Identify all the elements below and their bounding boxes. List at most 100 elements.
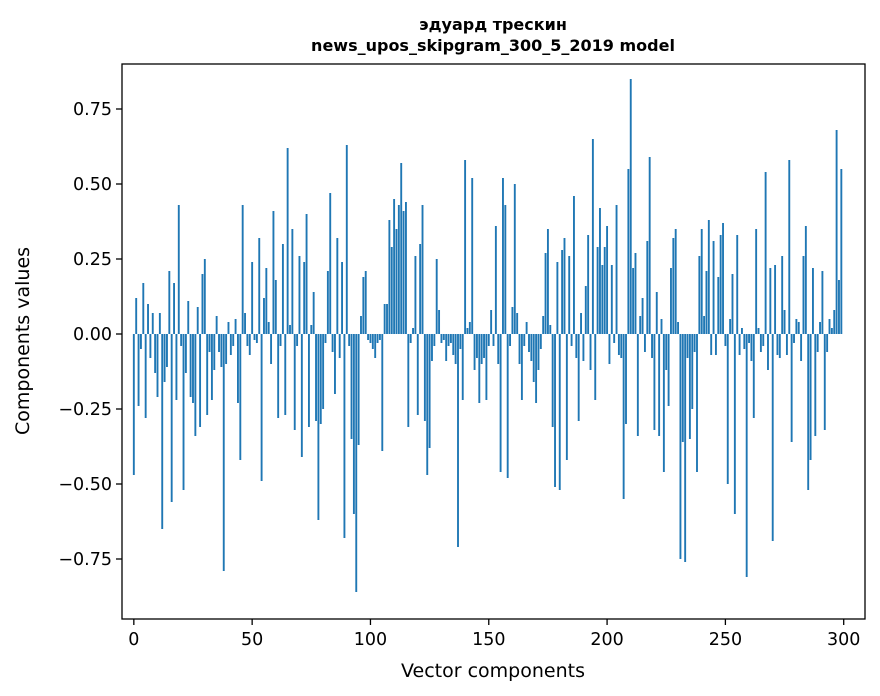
- bar-36: [218, 334, 220, 352]
- bar-5: [144, 334, 147, 418]
- bar-275: [783, 310, 786, 334]
- bar-118: [412, 328, 414, 334]
- bar-217: [646, 241, 649, 334]
- bar-298: [838, 280, 840, 334]
- bar-111: [395, 229, 398, 334]
- bar-11: [158, 313, 161, 334]
- x-axis-ticks: 0 50 100 150 200 250 300: [128, 619, 860, 650]
- bar-123: [423, 334, 426, 421]
- bar-247: [717, 277, 720, 334]
- bar-57: [267, 322, 270, 334]
- bar-38: [222, 334, 225, 571]
- bar-13: [163, 334, 166, 382]
- bar-297: [835, 130, 838, 334]
- bar-81: [324, 334, 327, 343]
- bar-194: [591, 139, 594, 334]
- bar-1: [135, 298, 138, 334]
- bar-135: [452, 334, 455, 355]
- bar-21: [182, 334, 185, 490]
- bar-73: [305, 214, 308, 334]
- bar-27: [196, 307, 199, 334]
- bar-87: [338, 334, 341, 358]
- bar-31: [206, 334, 209, 415]
- bar-109: [390, 247, 393, 334]
- bar-67: [291, 229, 294, 334]
- bar-205: [617, 334, 620, 355]
- bar-85: [334, 334, 336, 394]
- bar-83: [329, 193, 332, 334]
- y-tick-label: 0.25: [73, 250, 112, 270]
- bar-243: [707, 220, 710, 334]
- bar-60: [274, 280, 277, 334]
- bar-55: [263, 298, 265, 334]
- bar-188: [577, 334, 580, 421]
- bar-244: [710, 334, 713, 355]
- bar-221: [655, 292, 658, 334]
- bar-160: [511, 307, 514, 334]
- bar-113: [400, 163, 403, 334]
- bar-250: [724, 334, 727, 346]
- bar-228: [672, 238, 675, 334]
- bar-299: [840, 169, 843, 334]
- bar-295: [830, 328, 833, 334]
- bar-276: [785, 334, 788, 355]
- bar-213: [636, 334, 639, 436]
- bar-286: [809, 334, 812, 460]
- bar-165: [523, 334, 526, 346]
- bar-102: [374, 334, 377, 358]
- bar-237: [693, 334, 696, 352]
- bar-128: [435, 259, 438, 334]
- bar-195: [594, 334, 597, 400]
- bar-254: [733, 334, 736, 514]
- x-tick-label: 250: [709, 630, 742, 650]
- bar-65: [286, 148, 289, 334]
- bar-235: [688, 334, 691, 439]
- x-axis-label: Vector components: [401, 660, 585, 682]
- bar-200: [606, 226, 609, 334]
- bar-129: [438, 310, 441, 334]
- bar-269: [769, 268, 772, 334]
- bar-209: [627, 169, 630, 334]
- bar-218: [648, 157, 651, 334]
- bar-289: [816, 334, 819, 352]
- y-tick-label: 0.00: [73, 325, 112, 345]
- y-tick-label: −0.25: [58, 400, 112, 420]
- bar-203: [613, 334, 616, 343]
- bar-8: [151, 313, 154, 334]
- bar-267: [764, 172, 767, 334]
- plot-frame: [121, 63, 866, 620]
- bar-51: [253, 334, 256, 340]
- bar-231: [679, 334, 682, 559]
- bar-75: [310, 325, 313, 334]
- bar-292: [823, 334, 826, 430]
- bar-172: [539, 334, 542, 349]
- bar-97: [362, 277, 365, 334]
- bar-157: [504, 205, 507, 334]
- bar-262: [752, 334, 755, 418]
- bar-18: [175, 334, 178, 400]
- bar-282: [800, 334, 803, 361]
- bar-6: [147, 304, 149, 334]
- x-tick-label: 100: [354, 630, 387, 650]
- bar-124: [426, 334, 429, 475]
- bar-182: [563, 238, 566, 334]
- bar-161: [513, 184, 516, 334]
- bar-110: [393, 199, 396, 334]
- bar-138: [459, 334, 462, 349]
- bar-177: [551, 334, 554, 427]
- bar-112: [397, 205, 400, 334]
- bar-166: [525, 322, 528, 334]
- bar-294: [828, 319, 831, 334]
- bar-17: [173, 283, 175, 334]
- bar-197: [599, 208, 601, 334]
- chart-subtitle: news_upos_skipgram_300_5_2019 model: [311, 36, 675, 55]
- bar-120: [416, 334, 419, 415]
- bar-268: [767, 334, 769, 370]
- bar-94: [355, 334, 358, 592]
- bar-253: [731, 274, 734, 334]
- bar-196: [596, 247, 599, 334]
- bar-147: [480, 334, 483, 364]
- bar-252: [729, 319, 732, 334]
- bar-107: [386, 304, 388, 334]
